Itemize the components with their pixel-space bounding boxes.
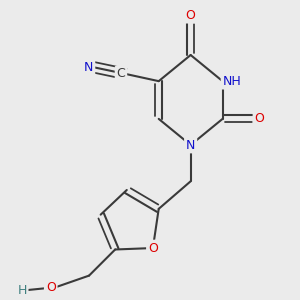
Text: N: N — [84, 61, 93, 74]
Text: O: O — [254, 112, 264, 125]
Text: O: O — [186, 9, 196, 22]
Text: C: C — [117, 68, 125, 80]
Text: NH: NH — [223, 75, 241, 88]
Text: O: O — [148, 242, 158, 254]
Text: N: N — [186, 139, 195, 152]
Text: O: O — [46, 281, 56, 294]
Text: H: H — [17, 284, 27, 297]
